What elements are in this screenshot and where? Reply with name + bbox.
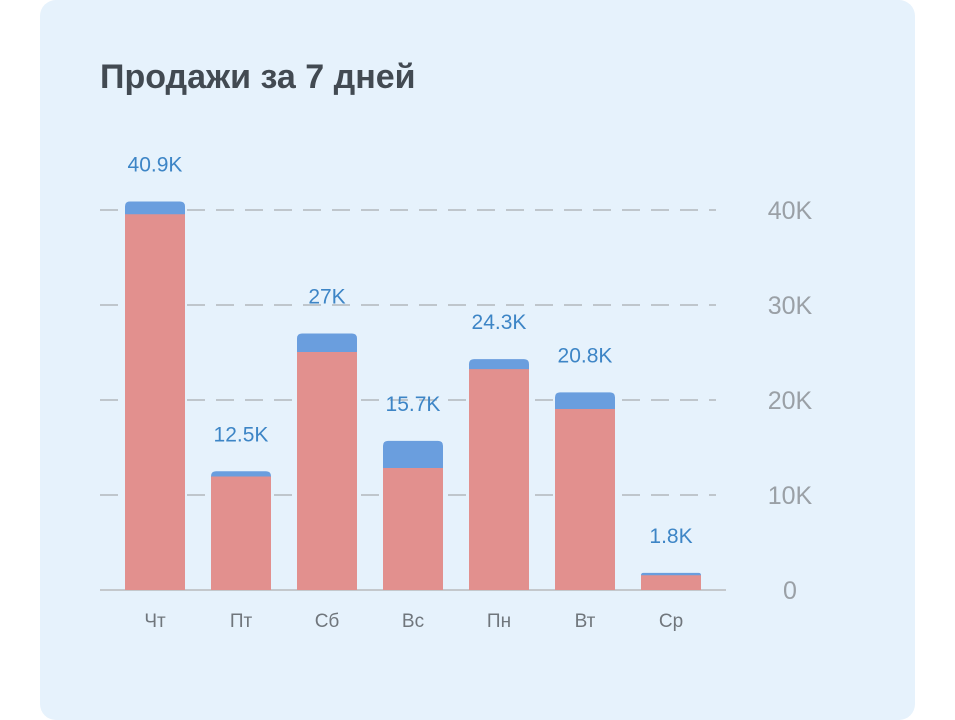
bar-chart: 0 10K 20K 30K 40K 40.9K 12.5K 27K 15.7K 24.3K 20.… (100, 153, 813, 632)
bar-segment-top (297, 333, 357, 353)
bar-value-label: 1.8K (649, 525, 692, 548)
x-tick-label: Пт (230, 611, 253, 632)
x-tick-label: Вс (402, 611, 424, 632)
y-tick-label: 30K (768, 292, 813, 320)
bar-stack-3 (297, 333, 357, 590)
bar-segment-top (125, 201, 185, 215)
bar-value-label: 27K (308, 286, 345, 309)
y-tick-label: 40K (768, 197, 813, 225)
bar-stack-7 (641, 572, 701, 590)
bar-segment-base (469, 368, 529, 590)
y-tick-label: 0 (783, 577, 797, 605)
y-tick-label: 10K (768, 482, 813, 510)
bar-segment-top (641, 572, 701, 576)
bar-value-label: 15.7K (386, 393, 441, 416)
x-tick-label: Сб (315, 611, 340, 632)
bar-segment-top (469, 359, 529, 370)
chart-title: Продажи за 7 дней (100, 58, 416, 96)
bar-stack-1 (125, 201, 185, 591)
x-axis-ticks: Чт Пт Сб Вс Пн Вт Ср (144, 611, 683, 632)
bar-value-label: 40.9K (128, 153, 183, 176)
x-tick-label: Пн (487, 611, 511, 632)
bar-stack-4 (383, 440, 443, 590)
bar-segment-base (211, 476, 271, 590)
y-axis-ticks: 0 10K 20K 30K 40K (768, 197, 813, 605)
y-tick-label: 20K (768, 387, 813, 415)
bar-segment-base (641, 574, 701, 590)
bar-segment-top (555, 392, 615, 410)
bar-value-label: 20.8K (558, 344, 613, 367)
bars (125, 201, 701, 591)
bar-segment-base (555, 408, 615, 590)
bar-value-label: 24.3K (472, 311, 527, 334)
bar-stack-5 (469, 359, 529, 590)
data-labels: 40.9K 12.5K 27K 15.7K 24.3K 20.8K 1.8K (128, 153, 693, 547)
bar-stack-2 (211, 471, 271, 590)
bar-stack-6 (555, 392, 615, 590)
bar-value-label: 12.5K (214, 423, 269, 446)
bar-segment-top (211, 471, 271, 477)
x-tick-label: Чт (144, 611, 166, 632)
x-tick-label: Вт (575, 611, 596, 632)
x-tick-label: Ср (659, 611, 683, 632)
bar-segment-base (383, 467, 443, 590)
bar-segment-base (125, 213, 185, 591)
bar-segment-top (383, 440, 443, 468)
bar-segment-base (297, 351, 357, 590)
